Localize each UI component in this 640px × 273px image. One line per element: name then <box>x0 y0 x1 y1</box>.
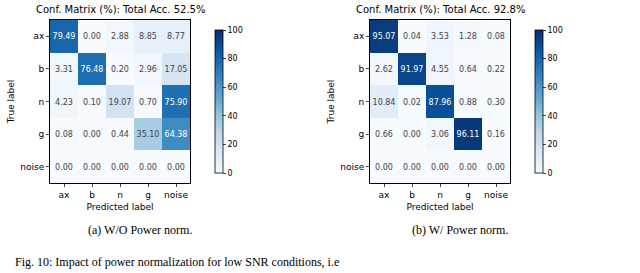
svg-text:0.00: 0.00 <box>167 163 185 172</box>
svg-text:2.96: 2.96 <box>139 65 157 74</box>
svg-text:64.38: 64.38 <box>165 130 188 139</box>
svg-text:0: 0 <box>228 169 233 178</box>
svg-text:0.04: 0.04 <box>403 32 421 41</box>
svg-text:0.00: 0.00 <box>139 163 157 172</box>
svg-text:0.00: 0.00 <box>111 163 129 172</box>
svg-text:0.20: 0.20 <box>111 65 129 74</box>
svg-text:b: b <box>39 64 45 74</box>
svg-text:3.06: 3.06 <box>431 130 449 139</box>
svg-text:noise: noise <box>484 190 508 200</box>
svg-text:8.85: 8.85 <box>139 32 157 41</box>
svg-text:noise: noise <box>164 190 188 200</box>
svg-text:n: n <box>117 190 123 200</box>
svg-text:ax: ax <box>353 31 365 41</box>
svg-text:0.10: 0.10 <box>83 98 101 107</box>
svg-text:2.88: 2.88 <box>111 32 129 41</box>
svg-text:0.08: 0.08 <box>487 32 505 41</box>
svg-text:96.11: 96.11 <box>457 130 480 139</box>
svg-text:ax: ax <box>33 31 45 41</box>
svg-text:87.96: 87.96 <box>429 98 452 107</box>
svg-text:4.55: 4.55 <box>431 65 449 74</box>
svg-text:Conf. Matrix (%): Total Acc. 5: Conf. Matrix (%): Total Acc. 52.5% <box>36 4 205 15</box>
svg-text:0.02: 0.02 <box>403 98 421 107</box>
svg-text:Fig. 10: Impact of power norma: Fig. 10: Impact of power normalization f… <box>15 255 339 269</box>
svg-text:1.28: 1.28 <box>459 32 477 41</box>
svg-text:80: 80 <box>228 54 238 63</box>
svg-text:0.00: 0.00 <box>403 130 421 139</box>
svg-text:noise: noise <box>20 162 44 172</box>
svg-text:n: n <box>437 190 443 200</box>
svg-text:0.44: 0.44 <box>111 130 129 139</box>
svg-text:100: 100 <box>548 26 563 35</box>
svg-text:0.66: 0.66 <box>375 130 393 139</box>
svg-text:0.00: 0.00 <box>375 163 393 172</box>
svg-text:95.07: 95.07 <box>373 32 396 41</box>
svg-text:91.97: 91.97 <box>401 65 424 74</box>
svg-text:19.07: 19.07 <box>109 98 132 107</box>
svg-text:79.49: 79.49 <box>53 32 76 41</box>
svg-text:(a) W/O Power norm.: (a) W/O Power norm. <box>88 223 192 237</box>
svg-text:0.88: 0.88 <box>459 98 477 107</box>
svg-text:ax: ax <box>379 190 391 200</box>
svg-text:0.00: 0.00 <box>487 163 505 172</box>
svg-text:0.00: 0.00 <box>403 163 421 172</box>
svg-text:0.00: 0.00 <box>55 163 73 172</box>
svg-text:3.31: 3.31 <box>55 65 73 74</box>
svg-text:0.08: 0.08 <box>55 130 73 139</box>
svg-text:0: 0 <box>548 169 553 178</box>
svg-text:35.10: 35.10 <box>137 130 160 139</box>
svg-text:b: b <box>359 64 365 74</box>
svg-text:Conf. Matrix (%): Total Acc. 9: Conf. Matrix (%): Total Acc. 92.8% <box>356 4 525 15</box>
svg-text:100: 100 <box>228 26 243 35</box>
svg-text:0.70: 0.70 <box>139 98 157 107</box>
svg-text:True label: True label <box>6 80 16 125</box>
svg-text:0.64: 0.64 <box>459 65 477 74</box>
svg-text:0.00: 0.00 <box>83 163 101 172</box>
svg-text:2.62: 2.62 <box>375 65 393 74</box>
svg-text:b: b <box>89 190 95 200</box>
svg-text:80: 80 <box>548 54 558 63</box>
svg-text:g: g <box>145 190 151 200</box>
svg-text:n: n <box>39 97 45 107</box>
svg-text:0.16: 0.16 <box>487 130 505 139</box>
svg-text:ax: ax <box>59 190 71 200</box>
svg-text:0.00: 0.00 <box>83 130 101 139</box>
svg-text:17.05: 17.05 <box>165 65 188 74</box>
svg-text:0.00: 0.00 <box>83 32 101 41</box>
svg-text:n: n <box>359 97 365 107</box>
svg-text:g: g <box>359 129 365 139</box>
svg-text:10.84: 10.84 <box>373 98 396 107</box>
svg-text:3.53: 3.53 <box>431 32 449 41</box>
svg-text:76.48: 76.48 <box>81 65 104 74</box>
svg-text:0.22: 0.22 <box>487 65 505 74</box>
svg-text:0.00: 0.00 <box>459 163 477 172</box>
svg-text:60: 60 <box>548 83 558 92</box>
svg-text:75.90: 75.90 <box>165 98 188 107</box>
svg-text:0.30: 0.30 <box>487 98 505 107</box>
svg-text:0.00: 0.00 <box>431 163 449 172</box>
svg-text:(b) W/ Power norm.: (b) W/ Power norm. <box>412 223 508 237</box>
svg-text:20: 20 <box>228 140 238 149</box>
svg-text:40: 40 <box>228 112 238 121</box>
svg-text:20: 20 <box>548 140 558 149</box>
svg-text:g: g <box>39 129 45 139</box>
svg-text:g: g <box>465 190 471 200</box>
svg-text:40: 40 <box>548 112 558 121</box>
svg-text:60: 60 <box>228 83 238 92</box>
svg-text:4.23: 4.23 <box>55 98 73 107</box>
svg-text:noise: noise <box>340 162 364 172</box>
svg-text:Predicted label: Predicted label <box>87 202 154 212</box>
svg-text:True label: True label <box>326 80 336 125</box>
svg-text:8.77: 8.77 <box>167 32 185 41</box>
svg-text:b: b <box>409 190 415 200</box>
svg-text:Predicted label: Predicted label <box>407 202 474 212</box>
